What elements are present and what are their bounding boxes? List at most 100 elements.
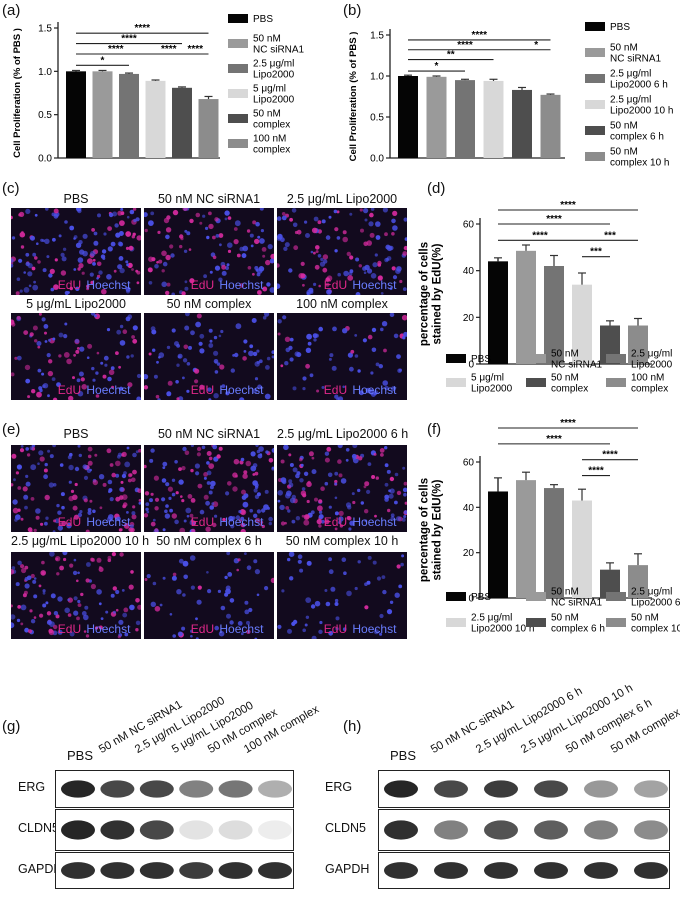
bar-3 <box>544 488 564 598</box>
legend-label: complex 6 h <box>610 132 664 143</box>
band <box>384 862 418 879</box>
micrograph-title: PBS <box>63 427 89 441</box>
legend-label: 100 nM <box>631 373 664 384</box>
blot-strip-erg <box>378 770 670 808</box>
micrograph-title: 50 nM complex 6 h <box>156 534 262 548</box>
legend-swatch-1 <box>446 592 466 601</box>
significance-label: **** <box>161 44 177 55</box>
hoechst-label: Hoechst <box>352 383 397 397</box>
micrograph-title: 2.5 μg/mL Lipo2000 6 h <box>277 427 409 441</box>
significance-label: **** <box>121 34 137 45</box>
micrograph-image: EdU Hoechst <box>144 208 274 295</box>
bar-4 <box>572 284 592 364</box>
y-axis-label: percentage of cells <box>419 242 431 346</box>
legend-label: Lipo2000 <box>631 360 673 371</box>
y-axis-label: percentage of cells <box>419 478 431 582</box>
cell-nuclei <box>11 552 141 639</box>
cell-nuclei <box>144 313 274 400</box>
micrograph-title: 50 nM NC siRNA1 <box>157 192 261 206</box>
y-tick-label: 40 <box>463 503 475 514</box>
edu-label: EdU <box>57 515 82 529</box>
band <box>100 780 135 798</box>
legend-swatch-4 <box>228 89 248 98</box>
band <box>584 820 618 840</box>
hoechst-label: Hoechst <box>219 383 264 397</box>
band <box>179 780 214 798</box>
legend-swatch-3 <box>585 74 605 83</box>
bar-4 <box>572 500 592 598</box>
hoechst-label: Hoechst <box>86 515 131 529</box>
bar-2 <box>426 76 447 158</box>
panel-label-b: (b) <box>343 2 362 19</box>
legend-label: PBS <box>471 354 491 365</box>
y-tick-label: 1.0 <box>38 67 52 78</box>
legend-swatch-6 <box>606 618 626 627</box>
blot-row-label: GAPDH <box>18 861 63 876</box>
significance-label: * <box>435 61 439 72</box>
legend-label: NC siRNA1 <box>551 360 603 371</box>
edu-label: EdU <box>323 383 348 397</box>
edu-label: EdU <box>190 515 215 529</box>
significance-label: **** <box>560 200 576 211</box>
legend-swatch-2 <box>585 48 605 57</box>
bar-6 <box>628 565 648 598</box>
panel-label-a: (a) <box>2 2 21 19</box>
panel-label-d: (d) <box>427 180 446 197</box>
blot-row-label: ERG <box>325 780 353 794</box>
blot-strip-gapdh <box>55 852 294 889</box>
legend-label: 50 nM <box>631 613 659 624</box>
hoechst-label: Hoechst <box>86 278 131 292</box>
band <box>61 780 95 798</box>
legend-label: Lipo2000 <box>253 95 295 106</box>
legend-label: 50 nM <box>253 34 281 45</box>
hoechst-label: Hoechst <box>352 622 397 636</box>
edu-label: EdU <box>190 383 215 397</box>
band <box>258 780 292 798</box>
band <box>434 862 468 879</box>
panel-label-f: (f) <box>427 421 442 438</box>
micrograph-image: EdU Hoechst <box>277 208 407 295</box>
legend-swatch-6 <box>606 378 626 387</box>
lane-label: PBS <box>390 748 417 763</box>
lane-label: PBS <box>67 748 94 763</box>
legend-label: 50 nM <box>610 43 638 54</box>
band <box>61 862 95 879</box>
legend-swatch-1 <box>228 14 248 23</box>
band <box>100 862 135 879</box>
bar-2 <box>92 71 113 158</box>
cell-nuclei <box>144 552 274 639</box>
band <box>218 862 253 879</box>
micrograph-image: EdU Hoechst <box>11 313 141 400</box>
hoechst-label: Hoechst <box>352 515 397 529</box>
bar-1 <box>488 491 508 598</box>
legend-label: complex 6 h <box>551 624 605 635</box>
significance-label: *** <box>604 230 616 241</box>
y-axis-label-group: Cell Proliferation (% of PBS ) <box>348 32 359 162</box>
legend-label: Lipo2000 10 h <box>471 624 534 635</box>
chart-a: 0.0 0.5 1.0 1.5 Cell Proliferation (% of PBS… <box>12 14 305 165</box>
legend-label: 2.5 μg/ml <box>253 59 294 70</box>
micrograph-image: EdU Hoechst <box>11 208 141 295</box>
band <box>384 780 418 798</box>
cell-nuclei <box>11 208 141 295</box>
blot-row-label: CLDN5 <box>325 821 366 835</box>
legend-label: 5 μg/ml <box>471 373 504 384</box>
bar-3 <box>544 266 564 364</box>
legend-label: Lipo2000 10 h <box>610 106 673 117</box>
legend-label: NC siRNA1 <box>610 54 662 65</box>
legend-label: complex <box>253 120 290 131</box>
hoechst-label: Hoechst <box>219 278 264 292</box>
legend-label: Lipo2000 <box>253 70 295 81</box>
band <box>139 780 174 798</box>
legend-swatch-4 <box>446 618 466 627</box>
bar-1 <box>398 76 418 158</box>
cell-nuclei <box>277 313 407 400</box>
band <box>584 780 618 798</box>
edu-label: EdU <box>190 278 215 292</box>
band <box>484 862 518 879</box>
y-tick-label: 1.5 <box>370 31 384 42</box>
micrograph-title: 50 nM complex 10 h <box>285 534 399 548</box>
y-axis-label-group: percentage of cells stained by EdU(%) <box>419 242 444 346</box>
micrograph-title: 100 nM complex <box>296 297 388 311</box>
band <box>179 862 214 879</box>
